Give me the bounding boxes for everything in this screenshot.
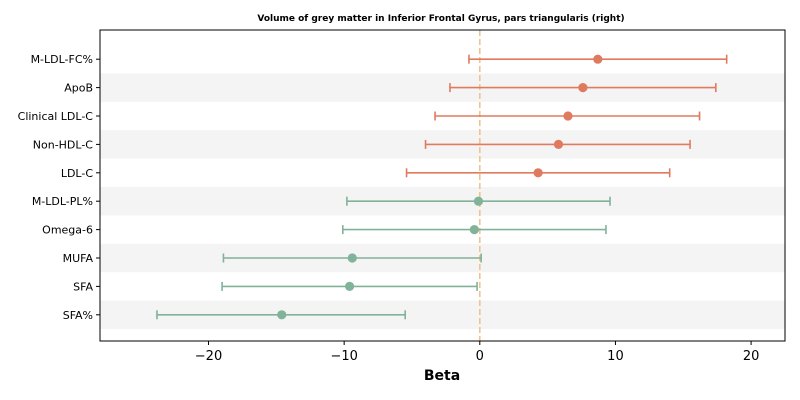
point-estimate: [344, 281, 355, 291]
point-estimate: [533, 168, 543, 178]
x-axis-label: Beta: [424, 368, 460, 384]
y-tick-label: LDL-C: [61, 167, 94, 180]
chart-title: Volume of grey matter in Inferior Fronta…: [257, 14, 624, 24]
y-tick-label: SFA: [73, 280, 93, 293]
x-tick-label: −20: [195, 349, 222, 364]
point-estimate: [347, 253, 357, 263]
point-estimate: [553, 139, 564, 149]
point-estimate: [578, 83, 588, 93]
data-marks: [156, 54, 728, 320]
y-tick-label: SFA%: [63, 309, 93, 322]
x-tick-label: 10: [607, 349, 624, 364]
point-estimate: [563, 111, 573, 121]
y-tick-label: M-LDL-FC%: [31, 53, 93, 66]
y-tick-label: Clinical LDL-C: [18, 110, 94, 123]
x-tick-label: −10: [330, 349, 357, 364]
x-tick-label: 20: [743, 349, 760, 364]
point-estimate: [469, 225, 479, 235]
y-tick-label: ApoB: [64, 82, 93, 95]
axes: [99, 29, 786, 342]
point-estimate: [277, 310, 287, 320]
y-tick-label: Non-HDL-C: [33, 138, 94, 151]
y-tick-label: MUFA: [63, 252, 94, 265]
point-estimate: [473, 196, 484, 206]
point-estimate: [593, 54, 603, 64]
y-tick-label: Omega-6: [42, 224, 93, 237]
x-axis: −20 −10 0 10 20: [195, 341, 760, 364]
plot-frame: [99, 29, 786, 342]
y-tick-label: M-LDL-PL%: [32, 195, 93, 208]
x-tick-label: 0: [476, 349, 484, 364]
y-axis: M-LDL-FC% ApoB Clinical LDL-C Non-HDL-C LDL-…: [18, 53, 100, 322]
